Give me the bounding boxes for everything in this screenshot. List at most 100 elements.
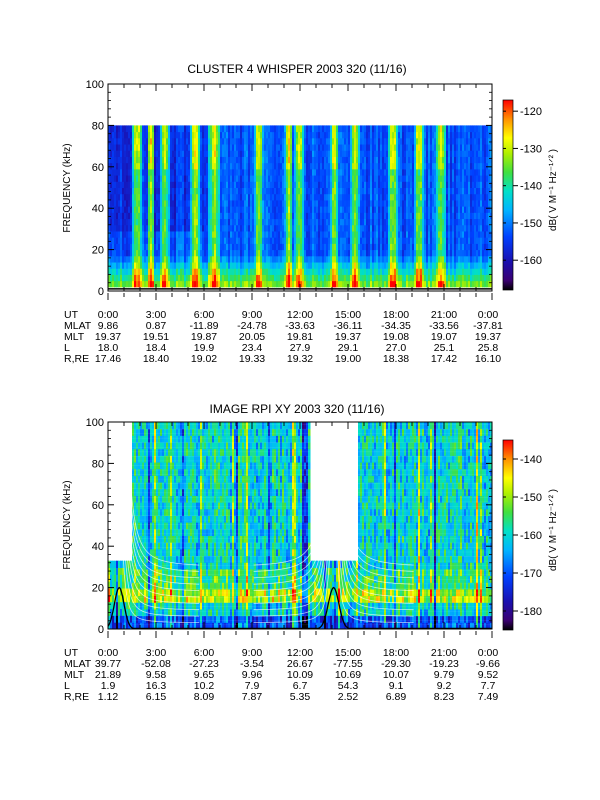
spectrogram-cell	[148, 218, 151, 226]
spectrogram-cell	[168, 230, 171, 238]
spectrogram-cell	[160, 137, 163, 145]
spectrogram-cell	[302, 175, 305, 182]
spectrogram-cell	[320, 280, 323, 288]
spectrogram-cell	[340, 212, 343, 220]
spectrogram-cell	[280, 156, 283, 164]
spectrogram-cell	[240, 137, 243, 145]
spectrogram-cell	[140, 150, 143, 157]
spectrogram-cell	[236, 224, 239, 232]
spectrogram-cell	[114, 230, 117, 238]
spectrogram-cell	[110, 162, 113, 170]
spectrogram-cell	[278, 156, 281, 164]
spectrogram-cell	[240, 199, 243, 207]
spectrogram-cell	[348, 175, 351, 182]
spectrogram-cell	[190, 224, 193, 232]
spectrogram-cell	[354, 162, 357, 170]
spectrogram-cell	[298, 230, 301, 238]
spectrogram-cell	[138, 162, 141, 170]
spectrogram-cell	[248, 175, 251, 182]
spectrogram-cell	[304, 168, 307, 176]
spectrogram-cell	[172, 212, 175, 220]
spectrogram-cell	[374, 212, 377, 220]
spectrogram-cell	[400, 162, 403, 170]
spectrogram-cell	[480, 255, 483, 263]
spectrogram-cell	[298, 193, 301, 201]
spectrogram-cell	[338, 206, 341, 213]
spectrogram-cell	[348, 150, 351, 157]
spectrogram-cell	[482, 156, 485, 164]
spectrogram-cell	[312, 144, 315, 151]
spectrogram-cell	[290, 274, 293, 282]
spectrogram-cell	[110, 262, 113, 269]
spectrogram-cell	[308, 144, 311, 151]
spectrogram-cell	[254, 181, 257, 188]
spectrogram-cell	[490, 156, 493, 164]
spectrogram-cell	[190, 218, 193, 226]
spectrogram-cell	[434, 131, 437, 139]
spectrogram-cell	[420, 175, 423, 182]
spectrogram-cell	[198, 262, 201, 269]
spectrogram-cell	[314, 224, 317, 232]
spectrogram-cell	[452, 187, 455, 195]
spectrogram-cell	[218, 156, 221, 164]
spectrogram-cell	[232, 187, 235, 195]
spectrogram-cell	[398, 224, 401, 232]
spectrogram-cell	[354, 212, 357, 220]
spectrogram-cell	[284, 255, 287, 263]
spectrogram-cell	[342, 131, 345, 139]
spectrogram-cell	[440, 131, 443, 139]
spectrogram-cell	[386, 181, 389, 188]
spectrogram-cell	[236, 230, 239, 238]
spectrogram-cell	[182, 274, 185, 282]
spectrogram-cell	[430, 168, 433, 176]
spectrogram-cell	[450, 193, 453, 201]
spectrogram-cell	[352, 243, 355, 251]
spectrogram-cell	[280, 168, 283, 176]
spectrogram-cell	[254, 249, 257, 257]
spectrogram-cell	[140, 243, 143, 251]
spectrogram-cell	[478, 181, 481, 188]
spectrogram-cell	[232, 206, 235, 213]
spectrogram-cell	[412, 125, 415, 133]
spectrogram-cell	[332, 268, 335, 275]
spectrogram-cell	[316, 274, 319, 282]
spectrogram-cell	[480, 125, 483, 133]
spectrogram-cell	[162, 262, 165, 269]
spectrogram-cell	[188, 168, 191, 176]
spectrogram-cell	[478, 187, 481, 195]
spectrogram-cell	[376, 243, 379, 251]
spectrogram-cell	[162, 162, 165, 170]
spectrogram-cell	[396, 168, 399, 176]
spectrogram-cell	[174, 156, 177, 164]
spectrogram-cell	[268, 212, 271, 220]
spectrogram-cell	[120, 144, 123, 151]
spectrogram-cell	[170, 255, 173, 263]
spectrogram-cell	[250, 125, 253, 133]
spectrogram-cell	[294, 262, 297, 269]
spectrogram-cell	[268, 168, 271, 176]
spectrogram-cell	[162, 125, 165, 133]
spectrogram-cell	[148, 230, 151, 238]
spectrogram-cell	[210, 181, 213, 188]
spectrogram-cell	[446, 218, 449, 226]
spectrogram-cell	[114, 199, 117, 207]
spectrogram-cell	[380, 249, 383, 257]
spectrogram-cell	[298, 162, 301, 170]
spectrogram-cell	[196, 212, 199, 220]
spectrogram-cell	[388, 280, 391, 288]
spectrogram-cell	[456, 137, 459, 145]
spectrogram-cell	[436, 280, 439, 288]
spectrogram-cell	[406, 224, 409, 232]
spectrogram-cell	[316, 243, 319, 251]
spectrogram-cell	[230, 156, 233, 164]
spectrogram-cell	[134, 187, 137, 195]
spectrogram-cell	[352, 249, 355, 257]
spectrogram-cell	[440, 187, 443, 195]
spectrogram-cell	[382, 150, 385, 157]
spectrogram-cell	[288, 187, 291, 195]
spectrogram-cell	[442, 162, 445, 170]
spectrogram-cell	[454, 199, 457, 207]
spectrogram-cell	[446, 262, 449, 269]
spectrogram-cell	[430, 268, 433, 275]
spectrogram-cell	[238, 156, 241, 164]
